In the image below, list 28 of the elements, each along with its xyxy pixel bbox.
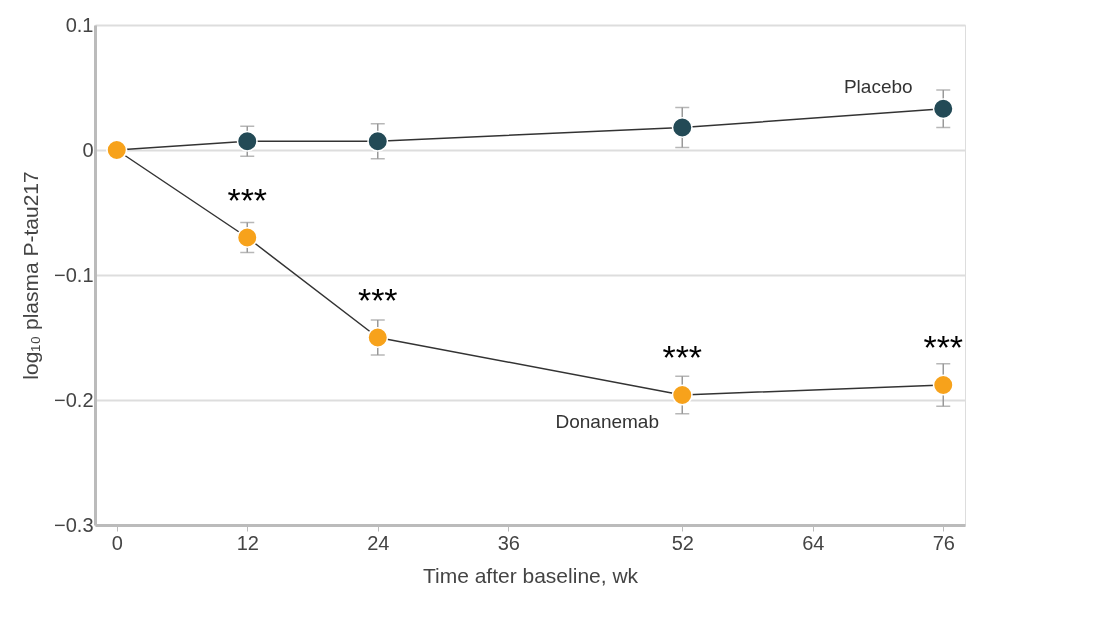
- point: [236, 130, 258, 152]
- series-label: Donanemab: [555, 411, 660, 432]
- x-tick-label: 52: [671, 531, 694, 554]
- point: [367, 327, 389, 348]
- y-tick-label: −0.2: [54, 388, 94, 411]
- annotation: ***: [923, 328, 964, 366]
- y-tick-label: −0.1: [54, 263, 94, 286]
- y-axis-title: log₁₀ plasma P-tau217: [19, 171, 43, 380]
- x-tick-label: 24: [367, 531, 390, 554]
- annotation: ***: [357, 280, 398, 319]
- y-tick-label: 0.1: [65, 13, 94, 36]
- x-tick-label: 64: [802, 531, 825, 554]
- y-tick-label: 0: [82, 138, 94, 161]
- annotation: ***: [662, 338, 703, 376]
- point: [367, 130, 389, 152]
- series-label: Placebo: [843, 75, 913, 97]
- x-tick-label: 0: [111, 531, 123, 554]
- point: [671, 384, 693, 406]
- point: [236, 227, 258, 248]
- annotation: ***: [227, 180, 268, 219]
- x-tick-label: 76: [932, 531, 955, 554]
- point: [932, 374, 954, 396]
- point: [932, 98, 954, 120]
- point: [671, 117, 693, 138]
- y-tick-label: −0.3: [54, 513, 94, 536]
- x-tick-label: 12: [236, 531, 259, 554]
- x-axis-title: Time after baseline, wk: [422, 563, 639, 587]
- x-tick-label: 36: [497, 531, 520, 554]
